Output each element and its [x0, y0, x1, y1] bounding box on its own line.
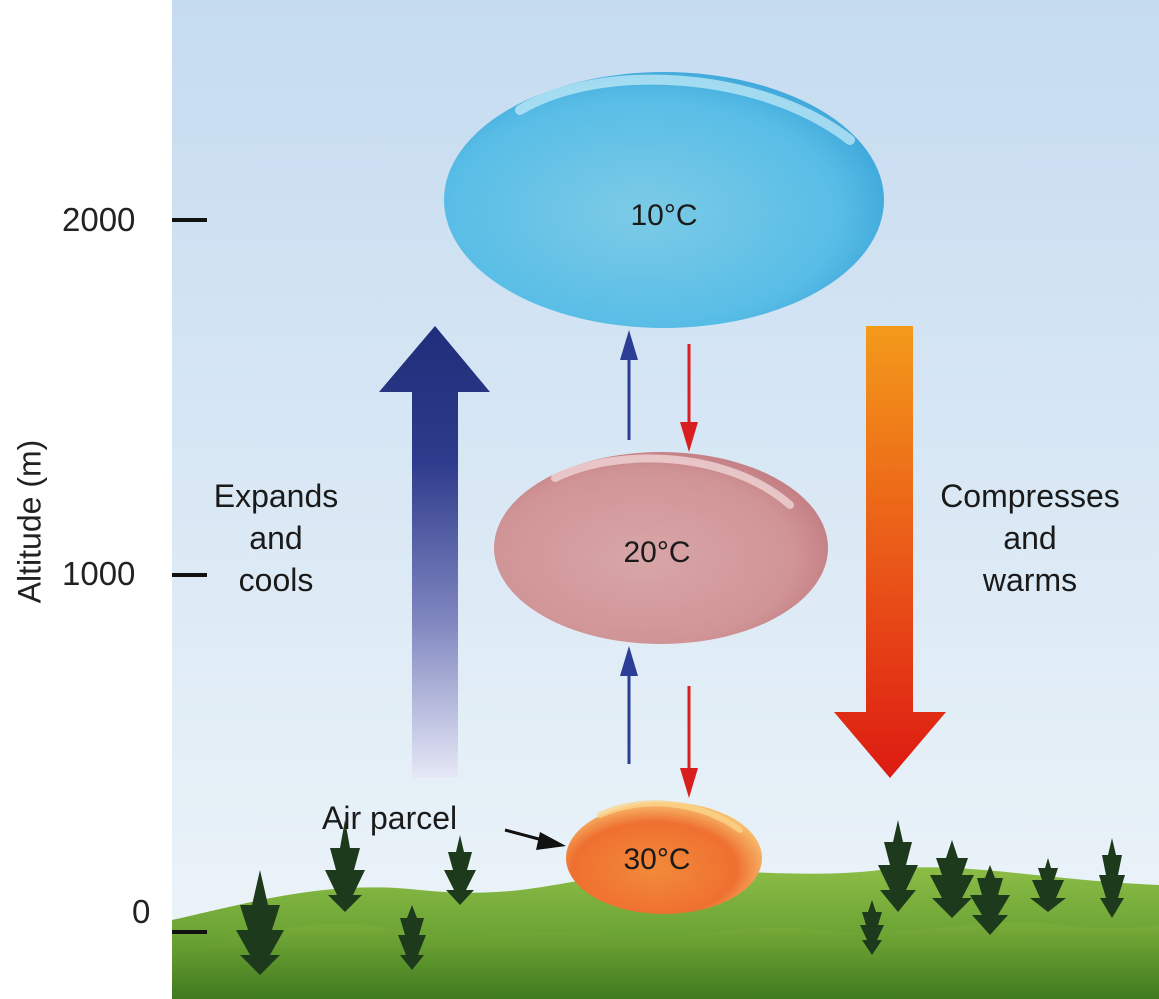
- parcel-20c: [494, 452, 828, 644]
- parcel-temp-20c: 20°C: [623, 536, 691, 569]
- axis-title: Altitude (m): [11, 439, 48, 604]
- rise-arrow: [379, 326, 490, 778]
- small-up-arrow-upper: [620, 330, 638, 440]
- parcel-temp-10c: 10°C: [630, 199, 698, 232]
- expands-cools-text: Expands and cools: [196, 475, 356, 601]
- tick-label-1000: 1000: [62, 555, 136, 592]
- small-down-arrow-upper: [680, 344, 698, 452]
- parcel-temp-30c: 30°C: [623, 843, 691, 876]
- tick-label-0: 0: [132, 893, 151, 930]
- tick-label-2000: 2000: [62, 201, 136, 238]
- warms-line: warms: [982, 562, 1078, 598]
- air-parcel-label: Air parcel: [322, 800, 458, 836]
- parcel-30c: [566, 800, 762, 914]
- air-parcel-pointer: [504, 828, 566, 850]
- small-up-arrow-lower: [620, 646, 638, 764]
- compresses-warms-text: Compresses and warms: [930, 475, 1130, 601]
- and-line-right: and: [1003, 520, 1057, 556]
- cools-line: cools: [238, 562, 314, 598]
- and-line-left: and: [249, 520, 303, 556]
- parcel-10c: [444, 72, 884, 328]
- sink-arrow: [834, 326, 946, 778]
- compresses-line: Compresses: [940, 478, 1120, 514]
- expands-line: Expands: [213, 478, 339, 514]
- trees: [236, 820, 1125, 975]
- small-down-arrow-lower: [680, 686, 698, 798]
